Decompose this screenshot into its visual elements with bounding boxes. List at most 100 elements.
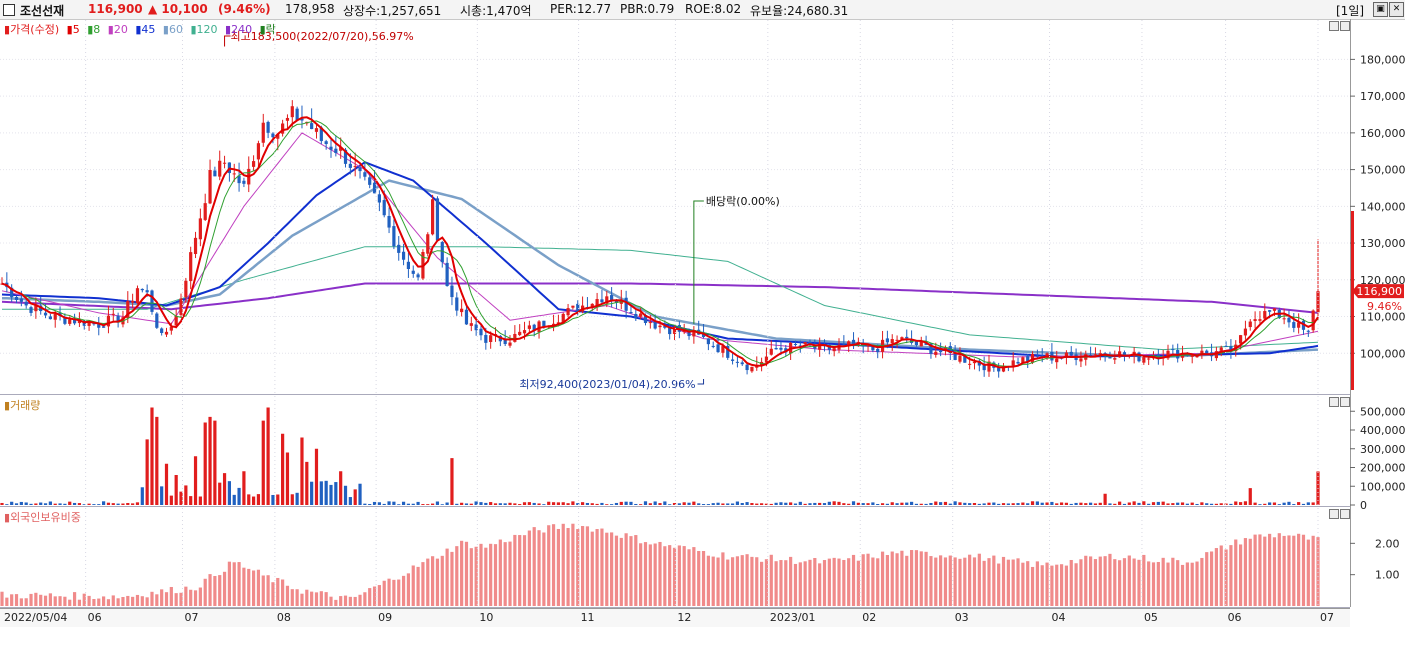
volume-bar — [319, 481, 323, 505]
volume-bar — [121, 503, 125, 505]
candle-body — [1166, 350, 1170, 359]
candle-body — [145, 290, 149, 293]
candle-body — [416, 274, 420, 278]
volume-bar — [77, 503, 82, 505]
candle-body — [1055, 358, 1059, 363]
foreign-bar — [639, 543, 643, 606]
volume-bar — [943, 501, 948, 505]
y-tick-label: 130,000 — [1360, 237, 1405, 250]
foreign-bar — [193, 590, 198, 606]
panel-min-icon[interactable] — [1329, 509, 1339, 519]
volume-bar — [1287, 501, 1291, 505]
foreign-bar — [382, 580, 386, 606]
low-marker — [697, 378, 705, 385]
foreign-bar — [324, 592, 328, 606]
volume-bar — [160, 486, 164, 505]
candle-body — [716, 344, 720, 353]
foreign-bar — [24, 598, 28, 606]
candle-body — [43, 312, 48, 316]
foreign-bar — [1301, 534, 1306, 606]
stock-name[interactable]: 조선선재 — [20, 4, 65, 18]
x-tick-label: 11 — [580, 611, 595, 624]
candle-body — [803, 342, 807, 345]
candle-body — [503, 339, 507, 345]
volume-bar — [1142, 501, 1146, 505]
period-selector[interactable]: [1일] — [1336, 4, 1365, 18]
foreign-bar — [1030, 566, 1035, 606]
foreign-bar — [203, 578, 207, 606]
volume-bar — [1089, 502, 1093, 505]
candle-body — [300, 118, 304, 121]
candle-body — [876, 348, 880, 353]
candle-body — [237, 175, 241, 184]
volume-bar — [150, 407, 154, 505]
panel-min-icon[interactable] — [1329, 397, 1339, 407]
volume-bar — [232, 494, 236, 505]
volume-bar — [43, 503, 48, 505]
foreign-bar — [189, 589, 193, 606]
foreign-bar — [1195, 561, 1199, 606]
restore-icon[interactable]: ▣ — [1373, 2, 1388, 17]
candle-body — [866, 345, 870, 347]
foreign-bar — [595, 529, 599, 606]
volume-bar — [697, 503, 701, 505]
x-tick-label: 02 — [862, 611, 877, 624]
panel-max-icon[interactable] — [1340, 509, 1350, 519]
volume-bar — [914, 503, 919, 505]
legend-ma5: ▮5 — [66, 23, 80, 36]
foreign-bar — [160, 589, 164, 606]
candle-body — [479, 328, 483, 336]
panel-max-icon[interactable] — [1340, 21, 1350, 31]
volume-bar — [300, 437, 304, 505]
volume-bar — [847, 503, 851, 505]
volume-bar — [1074, 502, 1078, 505]
volume-bar — [547, 501, 551, 505]
legend-ma8: ▮8 — [87, 23, 101, 36]
reserve-ratio: 유보율:24,680.31 — [750, 4, 849, 18]
y-tick-label: 2.00 — [1375, 537, 1400, 550]
candle-body — [934, 351, 938, 355]
foreign-bar — [571, 523, 575, 606]
volume-bar — [571, 501, 575, 505]
foreign-bar — [1151, 562, 1156, 606]
volume-bar — [1311, 502, 1315, 505]
foreign-bar — [1282, 535, 1286, 606]
candle-body — [997, 367, 1001, 372]
foreign-bar — [585, 526, 590, 606]
volume-bar — [106, 502, 111, 505]
foreign-bar — [222, 571, 227, 606]
volume-bar — [87, 503, 91, 505]
foreign-bar — [624, 533, 628, 606]
volume-bar — [1069, 503, 1073, 505]
volume-bar — [1238, 502, 1243, 505]
candle-body — [406, 261, 411, 269]
foreign-bar — [372, 586, 377, 606]
select-checkbox[interactable] — [3, 4, 15, 16]
foreign-bar — [5, 597, 9, 606]
foreign-bar — [493, 544, 498, 606]
volume-bar — [363, 503, 367, 505]
foreign-bar — [34, 592, 38, 606]
foreign-bar — [900, 550, 904, 606]
candle-body — [160, 328, 164, 334]
panel-min-icon[interactable] — [1329, 21, 1339, 31]
close-icon[interactable]: ✕ — [1389, 2, 1404, 17]
foreign-bar — [474, 546, 478, 606]
panel-max-icon[interactable] — [1340, 397, 1350, 407]
foreign-bar — [208, 574, 212, 606]
legend-ex-div: ▮락 — [259, 23, 276, 36]
foreign-bar — [842, 559, 846, 606]
candle-body — [198, 218, 202, 240]
candle-body — [1297, 322, 1301, 328]
volume-bar — [1084, 503, 1088, 505]
volume-bar — [977, 503, 981, 505]
volume-bar — [580, 502, 585, 505]
candle-body — [692, 330, 696, 337]
candle-body — [576, 303, 580, 313]
volume-bar — [1263, 503, 1267, 505]
candle-body — [14, 296, 19, 300]
volume-bar — [184, 485, 188, 505]
volume-bar — [368, 504, 372, 505]
volume-bar — [174, 475, 178, 505]
